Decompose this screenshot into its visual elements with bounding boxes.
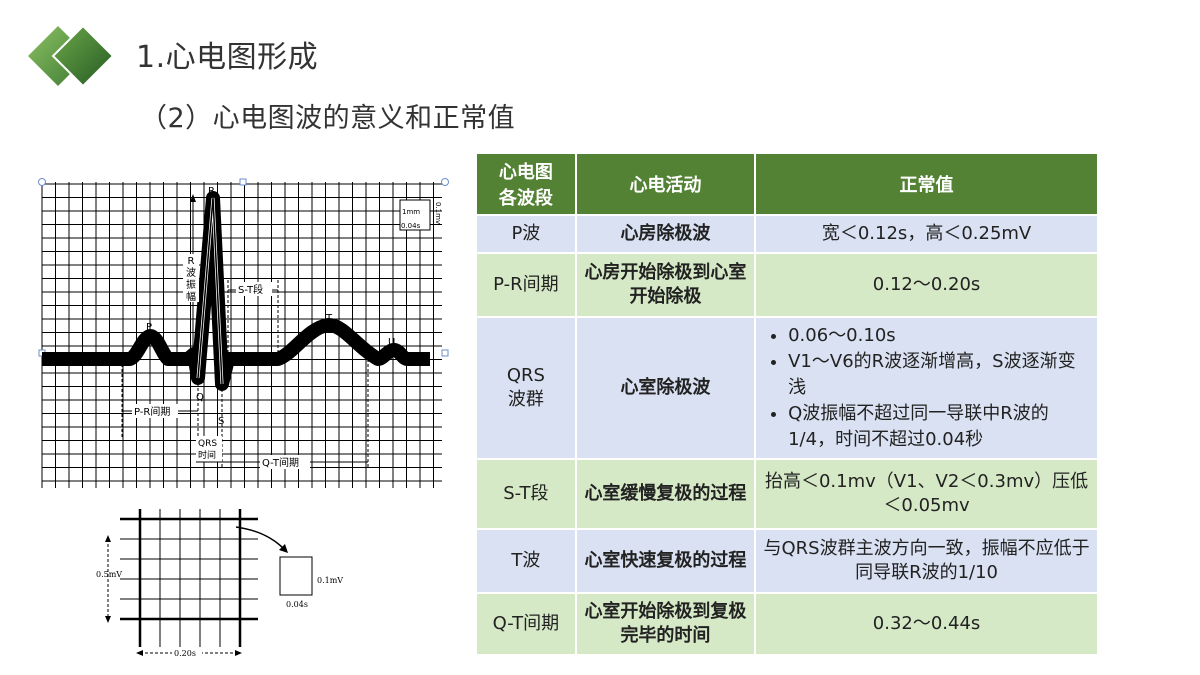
ecg-waveform-diagram: P R Q S T U R 波振幅 S-T段 P-R间期 QRS 时间 Q-T间期…: [38, 178, 449, 488]
page-subtitle: （2）心电图波的意义和正常值: [140, 103, 516, 134]
x-scale-label: 0.20s: [174, 649, 196, 658]
scale-mv-label: 0.1mv: [434, 202, 442, 224]
table-row: Q-T间期 心室开始除极到复极完毕的时间 0.32～0.44s: [475, 592, 1099, 656]
s-label: S: [218, 416, 224, 427]
wave-cell: T波: [475, 528, 577, 594]
box-t-label: 0.04s: [286, 600, 308, 609]
qt-interval-label: Q-T间期: [262, 456, 299, 469]
r-amplitude-label: R 波振幅: [186, 256, 196, 303]
r-label: R: [208, 186, 215, 197]
header-normal: 正常值: [754, 152, 1099, 216]
table-row: S-T段 心室缓慢复极的过程 抬高＜0.1mv（V1、V2＜0.3mv）压低＜0…: [475, 458, 1099, 530]
table-row: P-R间期 心房开始除极到心室开始除极 0.12～0.20s: [475, 252, 1099, 318]
normal-cell: 抬高＜0.1mv（V1、V2＜0.3mv）压低＜0.05mv: [754, 458, 1099, 530]
wave-cell: S-T段: [475, 458, 577, 530]
activity-cell: 心室开始除极到复极完毕的时间: [574, 592, 757, 656]
p-label: P: [146, 322, 152, 333]
qrs-label: QRS: [198, 439, 217, 449]
logo-diamond-icon: [28, 24, 115, 88]
normal-cell: 与QRS波群主波方向一致，振幅不应低于同导联R波的1/10: [754, 528, 1099, 594]
wave-cell: P波: [475, 214, 577, 254]
wave-cell: P-R间期: [475, 252, 577, 318]
table-row: QRS波群 心室除极波 0.06～0.10s V1～V6的R波逐渐增高，S波逐渐…: [475, 316, 1099, 460]
header-activity: 心电活动: [574, 152, 757, 216]
activity-cell: 心房开始除极到心室开始除极: [574, 252, 757, 318]
t-label: T: [325, 313, 333, 324]
list-item: Q波振幅不超过同一导联中R波的1/4，时间不超过0.04秒: [788, 401, 1091, 453]
activity-cell: 心室缓慢复极的过程: [574, 458, 757, 530]
wave-cell: QRS 波群: [475, 316, 577, 460]
st-segment-label: S-T段: [238, 283, 263, 296]
activity-cell: 心室快速复极的过程: [574, 528, 757, 594]
qrs-time-label: 时间: [198, 449, 216, 461]
box-v-label: 0.1mV: [317, 576, 343, 585]
normal-cell: 0.06～0.10s V1～V6的R波逐渐增高，S波逐渐变浅 Q波振幅不超过同一…: [754, 316, 1099, 460]
list-item: 0.06～0.10s: [788, 323, 1091, 349]
list-item: V1～V6的R波逐渐增高，S波逐渐变浅: [788, 349, 1091, 401]
wave-cell: Q-T间期: [475, 592, 577, 656]
scale-s-label: 0.04s: [401, 222, 421, 230]
ecg-wave-table: 心电图 各波段 心电活动 正常值 P波 心房除极波 宽＜0.12s，高＜0.25m…: [475, 152, 1099, 656]
normal-cell: 0.32～0.44s: [754, 592, 1099, 656]
normal-cell: 0.12～0.20s: [754, 252, 1099, 318]
u-label: U: [388, 337, 395, 348]
grid-scale-diagram: 0.5mV 0.20s 0.1mV 0.04s: [96, 509, 343, 659]
header-wave: 心电图 各波段: [475, 152, 577, 216]
activity-cell: 心房除极波: [574, 214, 757, 254]
page-title: 1.心电图形成: [136, 40, 319, 75]
y-scale-label: 0.5mV: [96, 570, 122, 579]
normal-cell: 宽＜0.12s，高＜0.25mV: [754, 214, 1099, 254]
q-label: Q: [196, 392, 204, 403]
pr-interval-label: P-R间期: [134, 405, 170, 418]
activity-cell: 心室除极波: [574, 316, 757, 460]
scale-mm-label: 1mm: [402, 208, 420, 216]
table-header-row: 心电图 各波段 心电活动 正常值: [475, 152, 1099, 216]
table-row: T波 心室快速复极的过程 与QRS波群主波方向一致，振幅不应低于同导联R波的1/…: [475, 528, 1099, 594]
table-row: P波 心房除极波 宽＜0.12s，高＜0.25mV: [475, 214, 1099, 254]
